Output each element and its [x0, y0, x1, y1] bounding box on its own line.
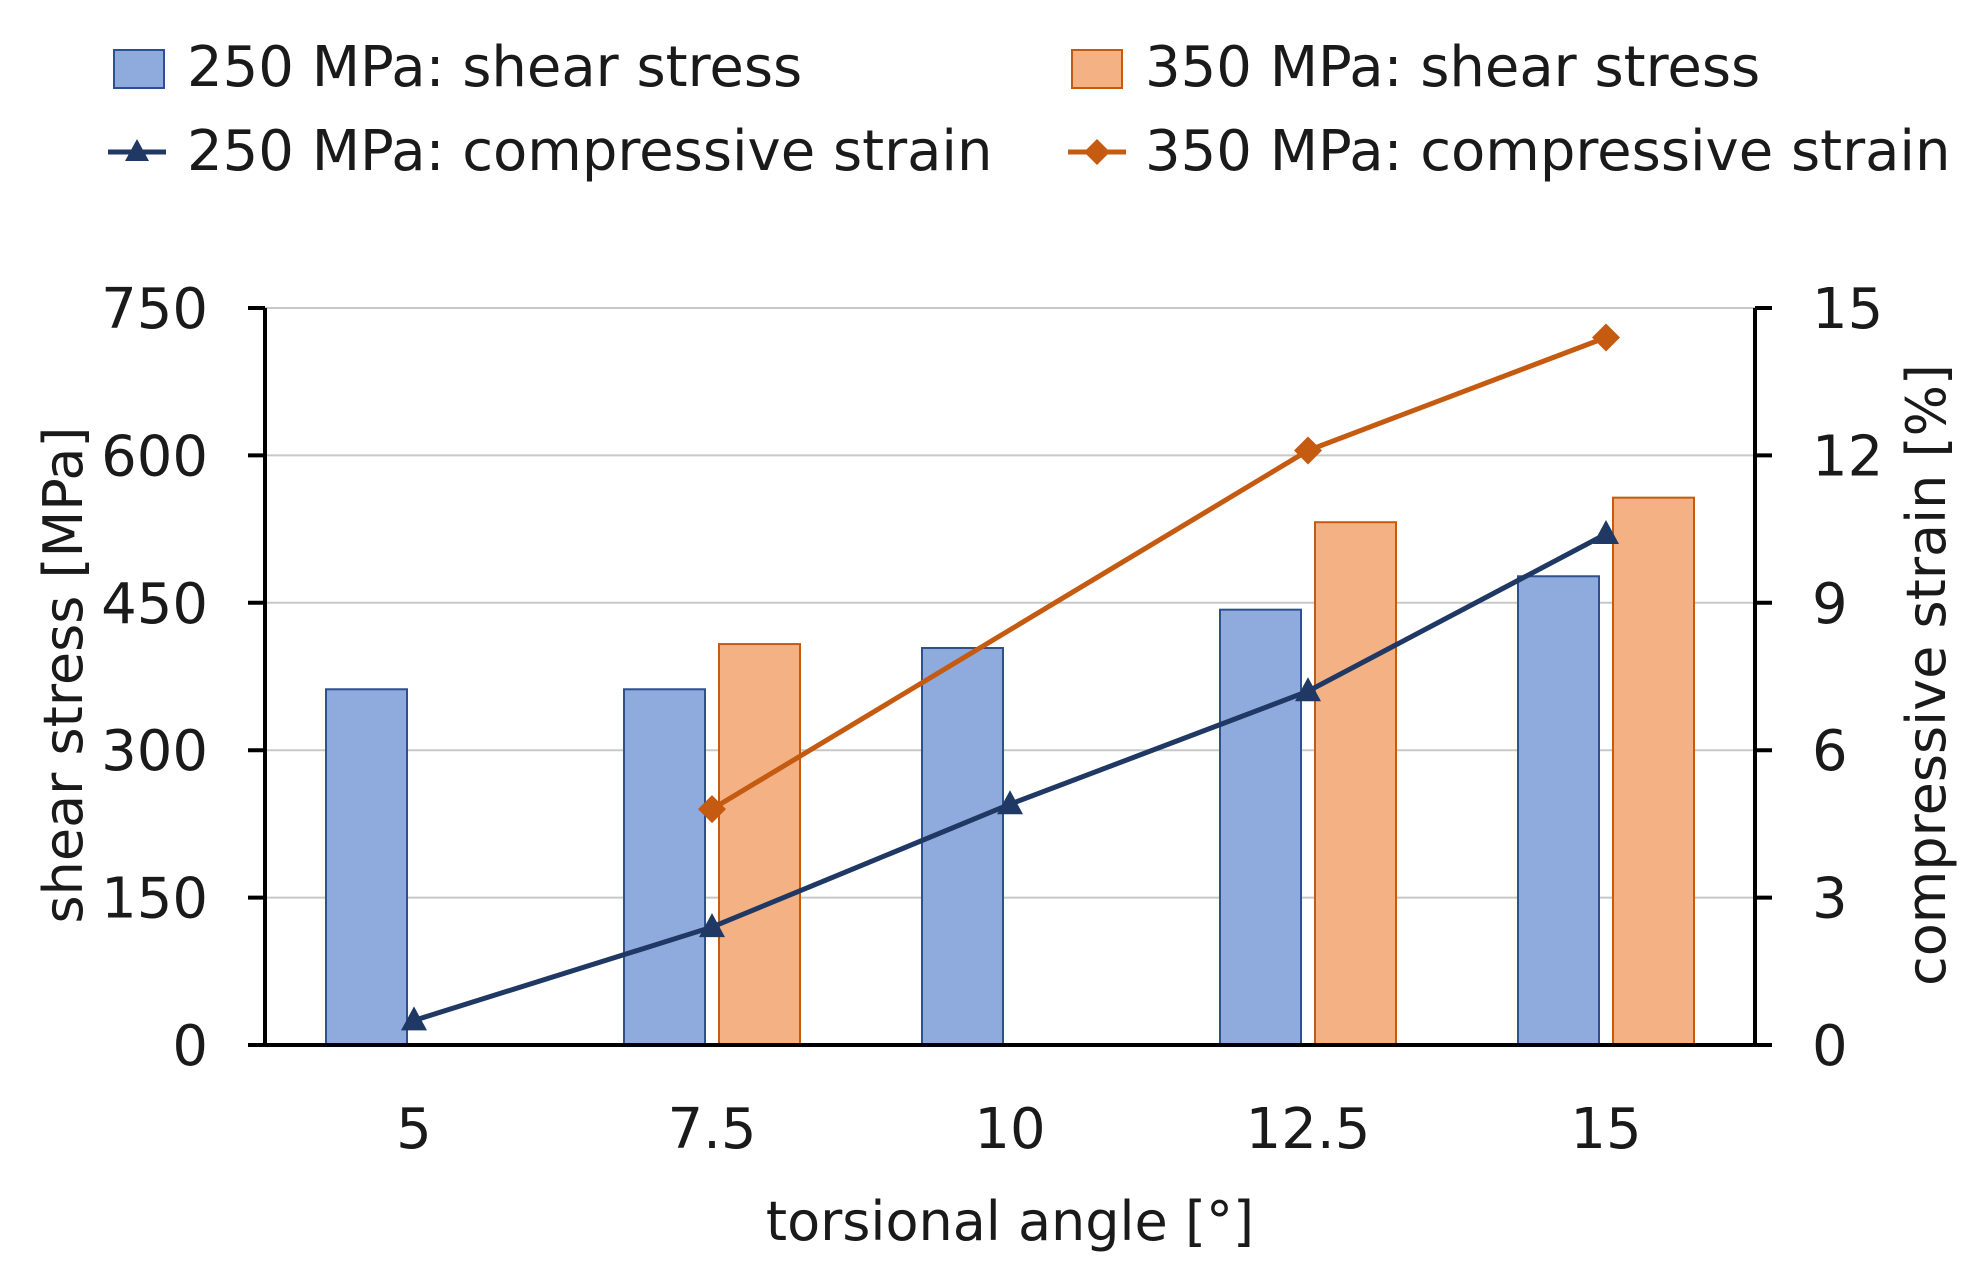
- bar-350-shear-15: [1612, 496, 1695, 1046]
- y2-tick-label: 6: [1812, 719, 1848, 784]
- line-350-strain: [710, 335, 1607, 812]
- y2-tick-label: 3: [1812, 867, 1848, 932]
- legend-label-250-shear: 250 MPa: shear stress: [187, 35, 802, 100]
- x-tick-label: 10: [974, 1097, 1045, 1162]
- bar-250-shear-15: [1517, 575, 1600, 1046]
- bar-250-shear-7.5: [623, 688, 706, 1046]
- x-tick-label: 7.5: [667, 1097, 756, 1162]
- series-lines: [401, 323, 1620, 1031]
- marker-250-strain: [401, 1006, 427, 1031]
- x-tick-label: 5: [396, 1097, 432, 1162]
- x-tick-label: 15: [1570, 1097, 1641, 1162]
- legend-label-350-shear: 350 MPa: shear stress: [1145, 35, 1760, 100]
- legend-swatch-350-shear: [1071, 49, 1123, 89]
- x-tick-label: 12.5: [1246, 1097, 1371, 1162]
- bar-350-shear-12.5: [1314, 521, 1397, 1046]
- bar-350-shear-7.5: [718, 643, 801, 1047]
- y-tick-label: 150: [101, 867, 208, 932]
- y-tick-label: 300: [101, 719, 208, 784]
- bar-250-shear-5: [325, 688, 408, 1046]
- y-tick-label: 450: [101, 572, 208, 637]
- tick-labels: 0 150 300 450 600 750 0 3 6 9 12 15 5 7.5 10 12.5 15: [101, 277, 1883, 1162]
- legend-label-350-strain: 350 MPa: compressive strain: [1145, 119, 1950, 184]
- marker-250-strain: [699, 913, 725, 938]
- y2-tick-label: 15: [1812, 277, 1883, 342]
- y2-axis-title: compressive strain [%]: [1895, 364, 1958, 986]
- x-axis-title: torsional angle [°]: [766, 1190, 1254, 1253]
- legend-item-250-strain: 250 MPa: compressive strain: [108, 119, 992, 184]
- y-tick-label: 0: [172, 1014, 208, 1079]
- marker-350-strain: [1592, 323, 1620, 352]
- legend-label-250-strain: 250 MPa: compressive strain: [187, 119, 992, 184]
- y-tick-label: 600: [101, 424, 208, 489]
- legend-item-350-shear: 350 MPa: shear stress: [1071, 35, 1760, 100]
- y2-tick-label: 12: [1812, 424, 1883, 489]
- bars: [325, 496, 1695, 1047]
- y2-tick-label: 0: [1812, 1014, 1848, 1079]
- marker-250-strain: [997, 790, 1023, 815]
- bar-250-shear-12.5: [1219, 608, 1302, 1046]
- y2-tick-label: 9: [1812, 572, 1848, 637]
- legend: 250 MPa: shear stress 350 MPa: shear str…: [108, 35, 1950, 184]
- legend-triangle-marker: [125, 139, 149, 161]
- y-axis-title: shear stress [MPa]: [32, 427, 95, 924]
- line-250-strain: [413, 531, 1608, 1023]
- axes: [248, 306, 1772, 1047]
- legend-item-350-strain: 350 MPa: compressive strain: [1068, 119, 1950, 184]
- y-tick-label: 750: [101, 277, 208, 342]
- legend-swatch-250-shear: [113, 49, 165, 89]
- marker-250-strain: [1295, 677, 1321, 702]
- marker-250-strain: [1593, 520, 1619, 545]
- legend-item-250-shear: 250 MPa: shear stress: [113, 35, 802, 100]
- marker-350-strain: [698, 795, 726, 824]
- legend-diamond-marker: [1084, 139, 1110, 165]
- marker-350-strain: [1294, 436, 1322, 465]
- gridlines: [265, 307, 1755, 899]
- bar-250-shear-10: [921, 647, 1004, 1047]
